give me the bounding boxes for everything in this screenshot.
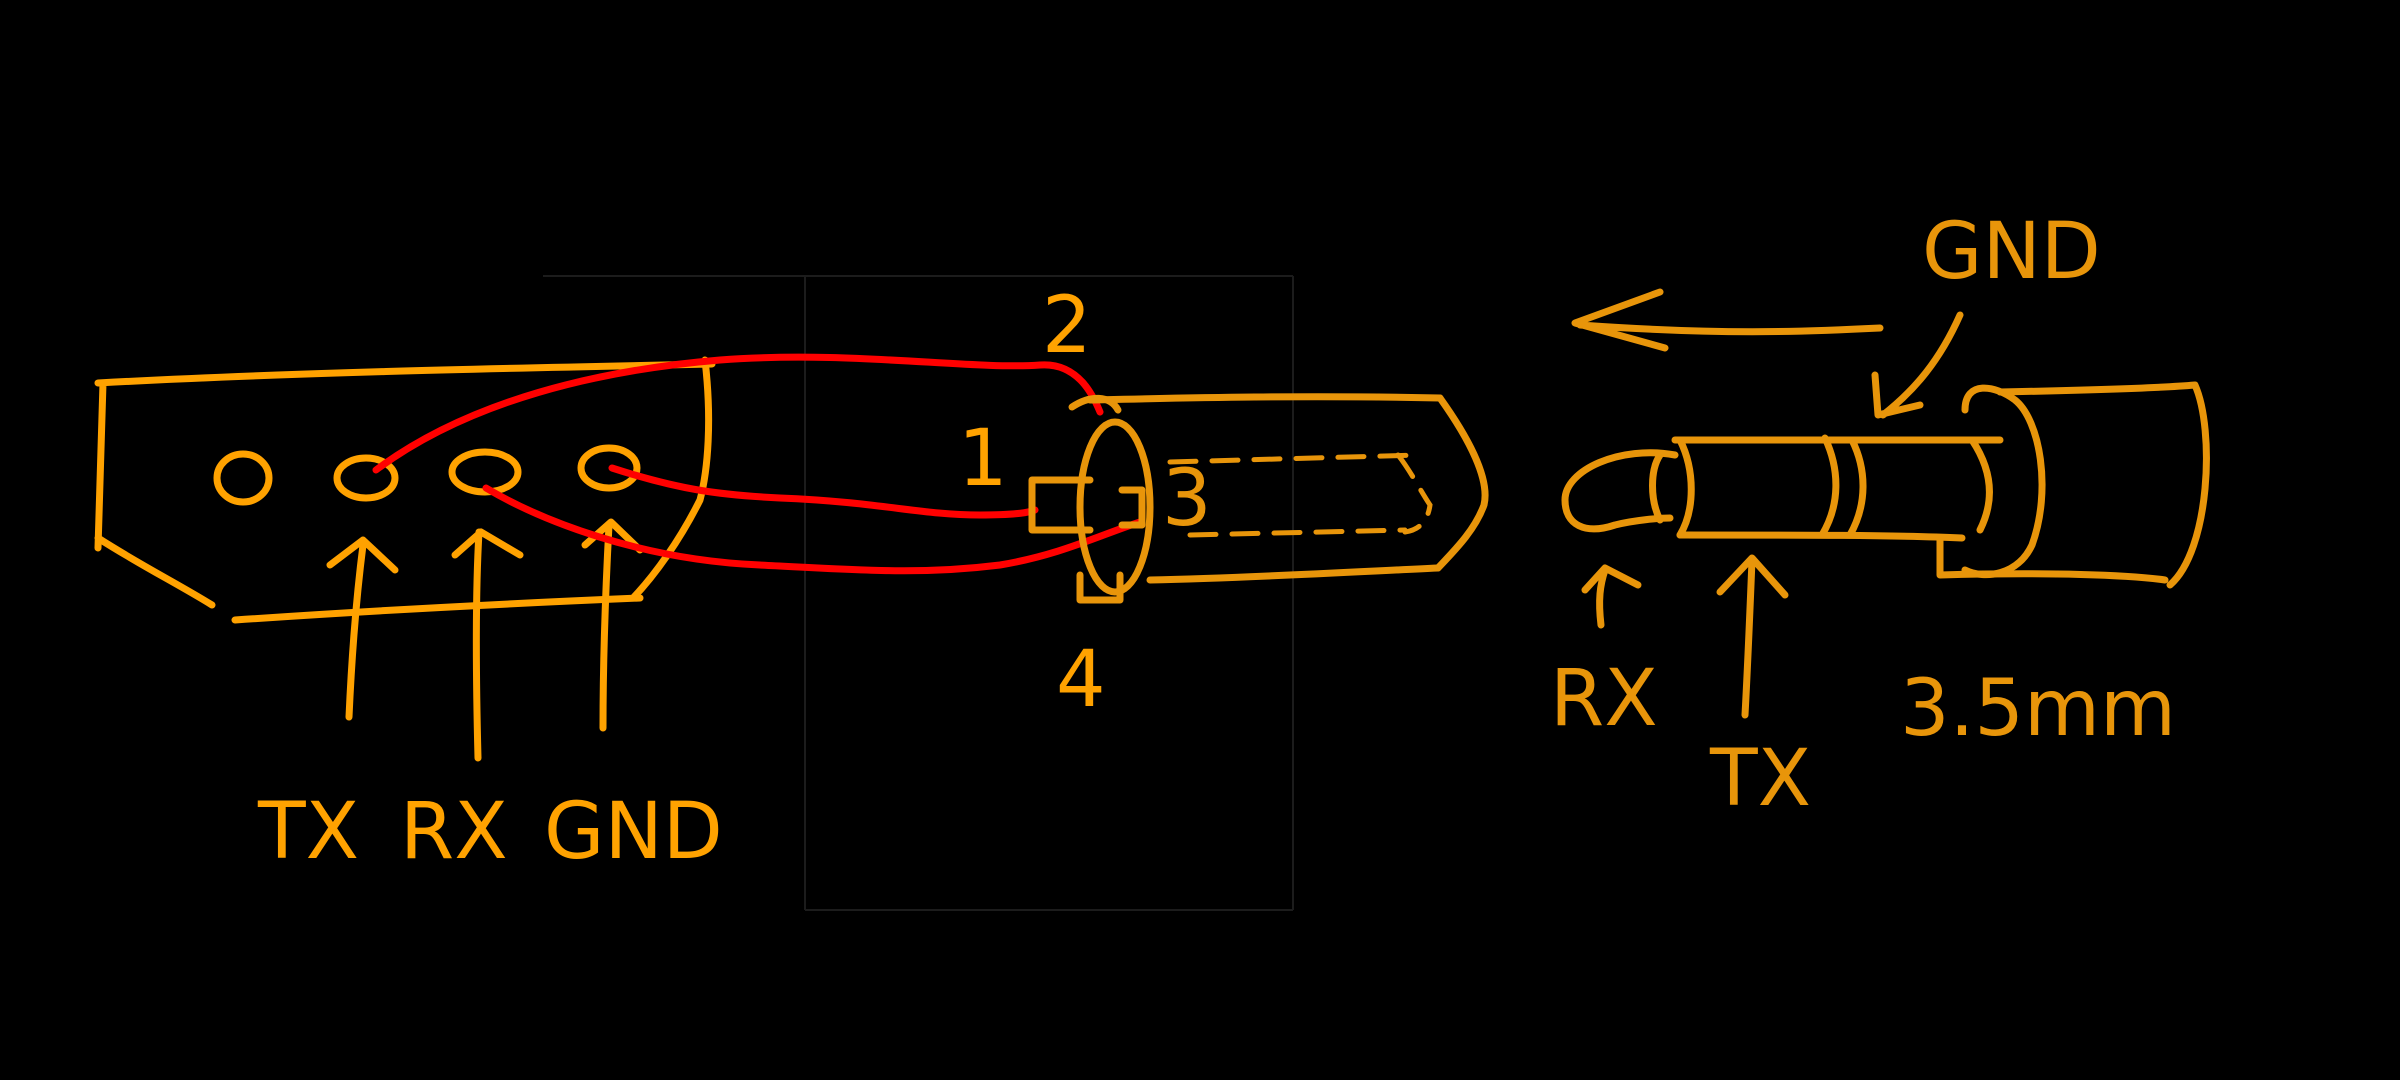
- jack-barrel-end: [1434, 394, 1489, 572]
- jack-pin-2: [1068, 394, 1122, 414]
- jack-pin-4: [1076, 571, 1124, 604]
- plug-insulator-2: [1818, 434, 1867, 539]
- jack-image-frame: [543, 275, 1294, 911]
- jack-pin-3: [1118, 486, 1146, 529]
- plug-label-rx: RX: [1550, 654, 1658, 744]
- plug-label-gnd: GND: [1922, 207, 2101, 297]
- jack-inner-bottom: [1187, 527, 1408, 538]
- plug-collar: [1961, 384, 2046, 579]
- jack-barrel-top: [1086, 393, 1444, 404]
- arrow-plug-rx: [1581, 564, 1642, 629]
- jack-face: [1076, 418, 1154, 596]
- plug-tip-ring: [1649, 451, 1664, 524]
- gnd-pointer-arrow: [1871, 311, 1964, 419]
- plug-sleeve-end: [1968, 436, 1993, 534]
- plug-insulator-1: [1676, 436, 1695, 539]
- jack-pin-label-3: 3: [1162, 454, 1212, 544]
- board-label-gnd: GND: [544, 787, 723, 877]
- jack-pin-label-4: 4: [1056, 635, 1106, 725]
- jack-pin-label-1: 1: [958, 414, 1008, 504]
- wire-gnd-to-pin1: [608, 464, 1039, 519]
- plug-shaft: [1671, 436, 2004, 542]
- audio-plug: [1561, 288, 2210, 719]
- arrow-gnd: [581, 518, 644, 732]
- board-label-rx: RX: [400, 787, 508, 877]
- board-label-tx: TX: [257, 787, 359, 877]
- wire-tx-to-pin2: [372, 353, 1104, 474]
- board-pad-3-rx: [448, 448, 522, 496]
- plug-label-size: 3.5mm: [1900, 664, 2176, 754]
- wire-rx-to-pin3: [482, 484, 1144, 575]
- audio-jack: [1028, 393, 1489, 604]
- serial-board: [94, 356, 716, 762]
- plug-label-tx: TX: [1709, 734, 1811, 824]
- plug-body: [1936, 381, 2210, 589]
- insert-direction-arrow: [1571, 288, 1884, 352]
- arrow-rx: [451, 528, 524, 762]
- arrow-plug-tx: [1716, 554, 1789, 719]
- jack-pin-1: [1028, 476, 1094, 534]
- plug-tip: [1561, 449, 1679, 533]
- board-pad-4-gnd: [577, 444, 641, 492]
- board-pad-1: [213, 450, 273, 506]
- jack-pin-label-2: 2: [1042, 281, 1092, 371]
- board-pad-2-tx: [333, 454, 399, 502]
- wires: [372, 353, 1144, 575]
- jack-inner-top: [1167, 452, 1423, 465]
- arrow-tx: [326, 536, 399, 721]
- jack-barrel-bottom: [1146, 564, 1442, 584]
- jack-inner-contact: [1395, 452, 1433, 535]
